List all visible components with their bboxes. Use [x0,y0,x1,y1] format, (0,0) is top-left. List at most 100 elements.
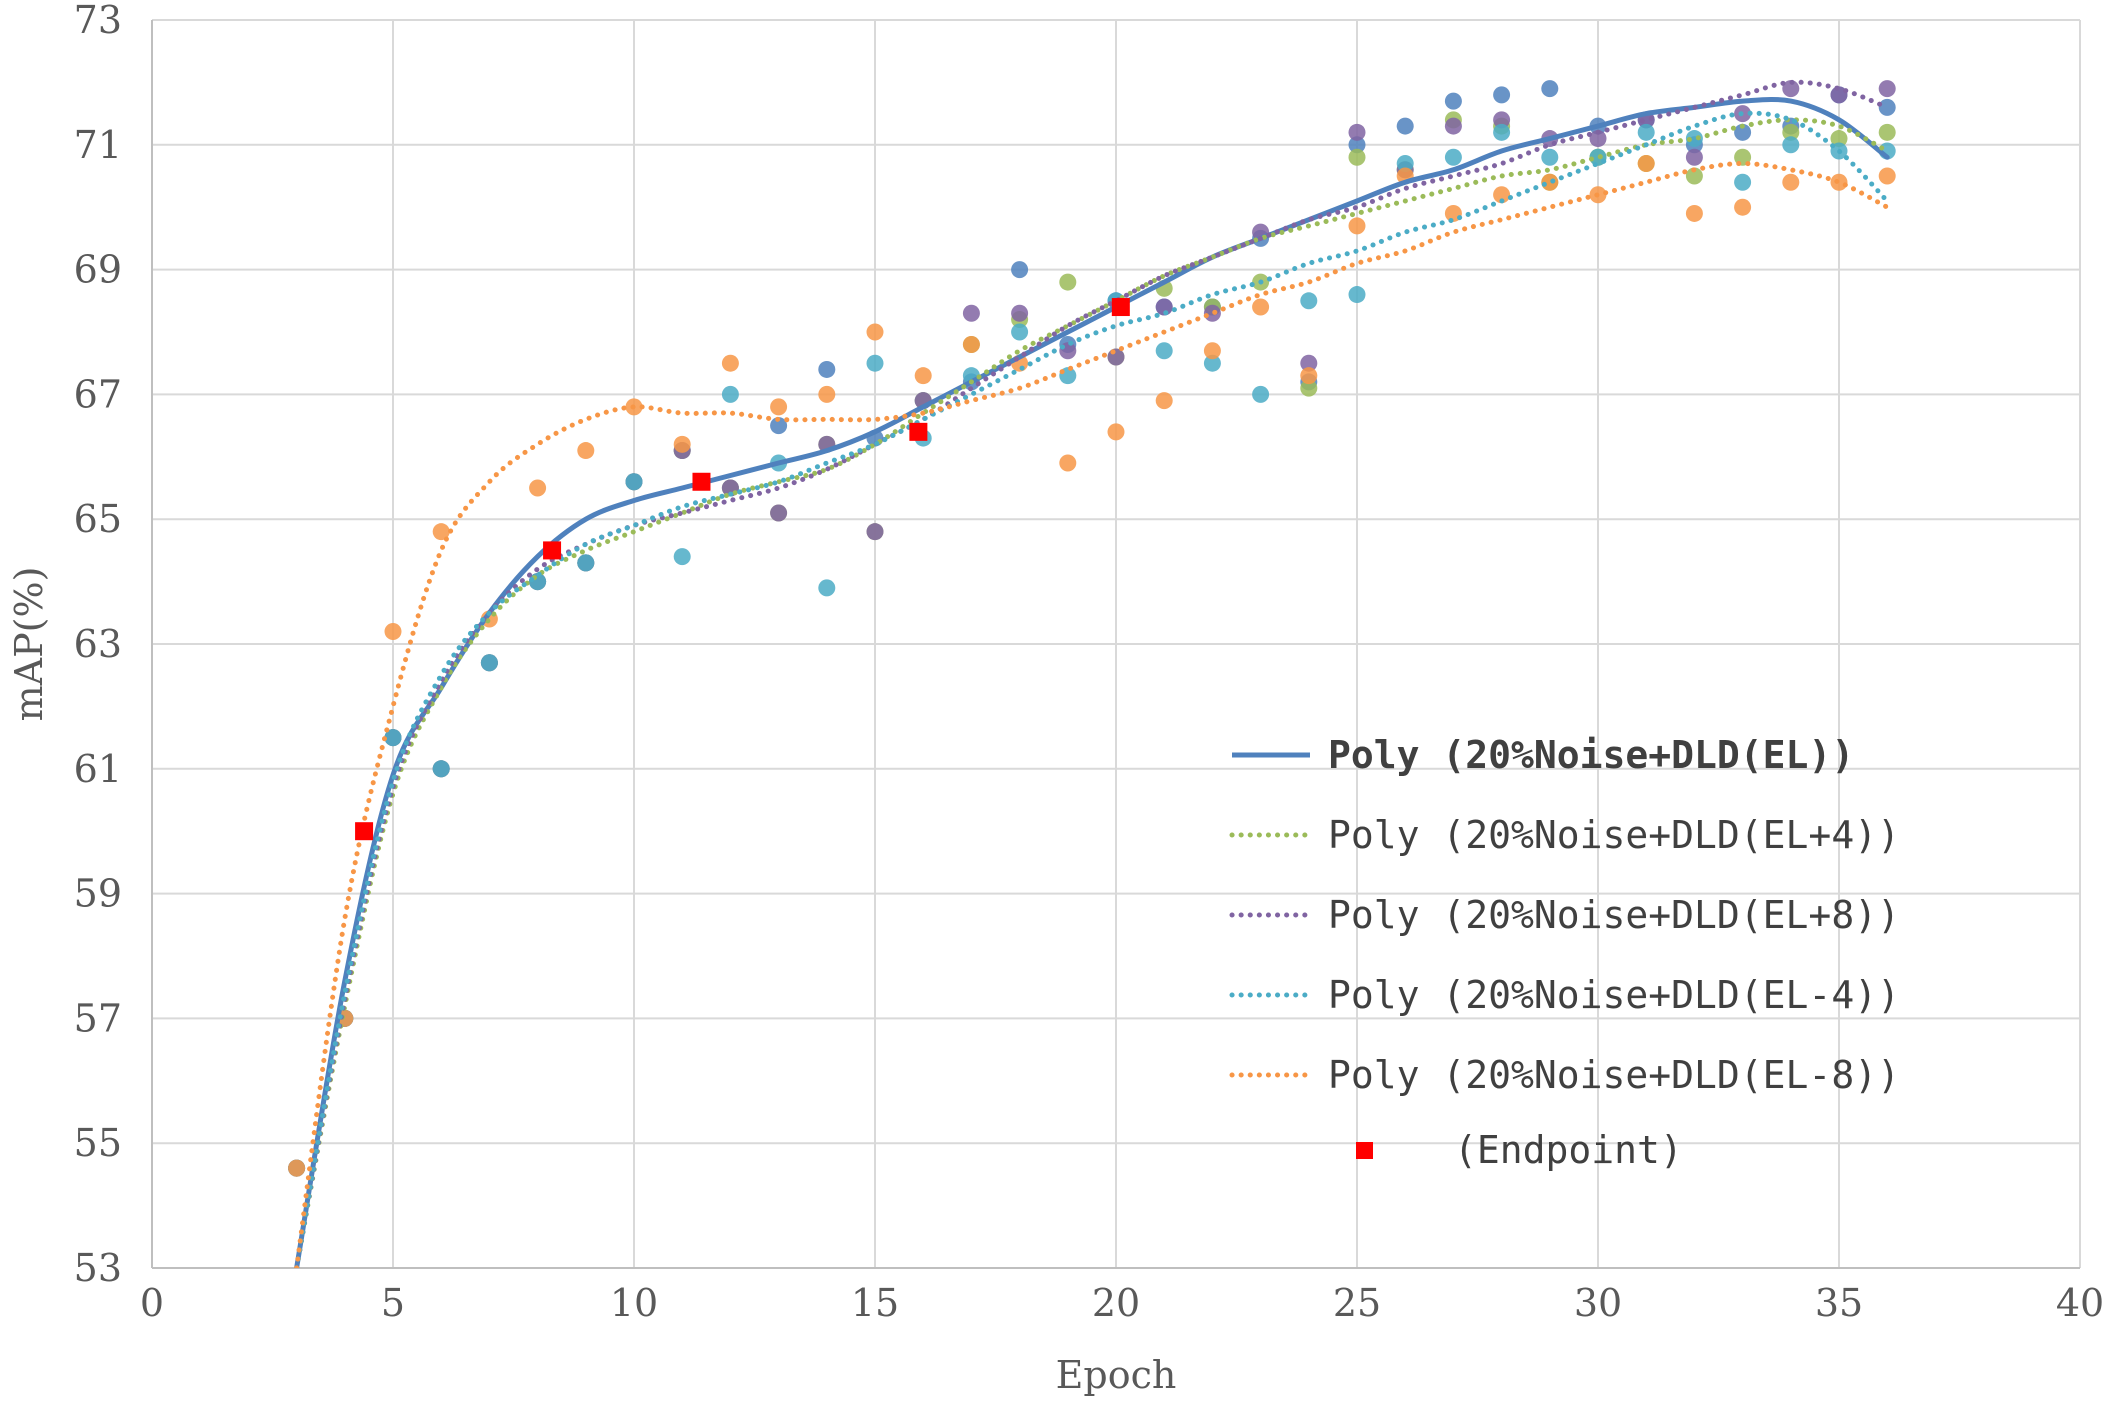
legend: Poly (20%Noise+DLD(EL)) Poly (20%Noise+DL… [1229,733,1900,1172]
data-point-poly-20-noise-dld-el-4 [1541,148,1559,166]
data-point-poly-20-noise-dld-el-8 [1589,130,1607,148]
data-point-poly-20-noise-dld-el-4 [1396,155,1414,173]
x-tick-label: 30 [1574,1281,1622,1325]
data-point-poly-20-noise-dld-el-8 [1348,123,1366,141]
x-tick-label: 10 [610,1281,658,1325]
data-point-poly-20-noise-dld-el-4 [1252,385,1270,403]
data-point-poly-20-noise-dld-el-8 [1782,80,1800,98]
legend-label: Poly (20%Noise+DLD(EL+4)) [1328,813,1900,857]
data-point-poly-20-noise-dld-el-4 [384,729,402,747]
x-axis-title: Epoch [1056,1353,1177,1397]
data-point-poly-20-noise-dld-el-4 [1830,130,1848,148]
trend-line-poly-20-noise-dld-el-4 [294,117,1890,1268]
data-point-poly-20-noise-dld-el-8 [1059,454,1077,472]
data-point-poly-20-noise-dld-el-4 [1685,130,1703,148]
y-tick-label: 63 [74,622,122,666]
legend-label: Poly (20%Noise+DLD(EL-8)) [1328,1053,1900,1097]
x-tick-label: 0 [140,1281,164,1325]
x-tick-label: 20 [1092,1281,1140,1325]
legend-label: Poly (20%Noise+DLD(EL)) [1328,733,1854,777]
data-point-poly-20-noise-dld-el-8 [1252,298,1270,316]
data-point-poly-20-noise-dld-el-8 [288,1159,306,1177]
data-point-poly-20-noise-dld-el-4 [1155,342,1173,360]
data-point-poly-20-noise-dld-el-8 [1637,155,1655,173]
data-point-poly-20-noise-dld-el-8 [529,479,547,497]
data-point-poly-20-noise-dld-el [818,360,836,378]
data-point-poly-20-noise-dld-el [1734,123,1752,141]
tick-labels: 53 55 57 59 61 63 65 67 69 71 73 0 5 10 15 20 25 30 35 40 [74,0,2105,1325]
data-point-poly-20-noise-dld-el [1493,86,1511,104]
data-point-poly-20-noise-dld-el [1396,117,1414,135]
x-tick-label: 40 [2056,1281,2104,1325]
data-point-poly-20-noise-dld-el-8 [962,335,980,353]
data-point-poly-20-noise-dld-el-4 [1203,354,1221,372]
x-tick-label: 5 [381,1281,405,1325]
data-point-poly-20-noise-dld-el-8 [1493,111,1511,129]
data-point-poly-20-noise-dld-el-8 [818,385,836,403]
data-point-poly-20-noise-dld-el-8 [673,435,691,453]
y-tick-label: 57 [74,996,122,1040]
data-point-poly-20-noise-dld-el-4 [1782,136,1800,154]
data-point-poly-20-noise-dld-el-8 [1734,198,1752,216]
endpoint-marker [543,541,562,560]
legend-label: (Endpoint) [1454,1128,1683,1172]
data-point-poly-20-noise-dld-el-4 [1782,123,1800,141]
trend-lines [294,79,1890,1268]
trend-line-poly-20-noise-dld-el-8 [294,160,1890,1268]
data-point-poly-20-noise-dld-el-4 [432,760,450,778]
data-point-poly-20-noise-dld-el-4 [480,654,498,672]
y-tick-label: 59 [74,872,122,916]
data-point-poly-20-noise-dld-el-8 [962,304,980,322]
data-point-poly-20-noise-dld-el-4 [866,354,884,372]
endpoint-markers [355,298,1130,841]
data-point-poly-20-noise-dld-el-8 [1685,204,1703,222]
y-tick-label: 73 [74,0,122,42]
data-point-poly-20-noise-dld-el-8 [1203,342,1221,360]
data-point-poly-20-noise-dld-el-4 [1734,173,1752,191]
data-point-poly-20-noise-dld-el-4 [1348,286,1366,304]
data-point-poly-20-noise-dld-el-4 [1637,123,1655,141]
data-point-poly-20-noise-dld-el [1541,80,1559,98]
data-point-poly-20-noise-dld-el-8 [384,623,402,641]
y-tick-label: 55 [74,1121,122,1165]
data-point-poly-20-noise-dld-el-4 [1878,123,1896,141]
legend-label: Poly (20%Noise+DLD(EL+8)) [1328,893,1900,937]
data-point-poly-20-noise-dld-el-4 [818,579,836,597]
data-point-poly-20-noise-dld-el-8 [914,367,932,385]
axes [151,20,2080,1269]
y-tick-label: 69 [74,248,122,292]
data-point-poly-20-noise-dld-el-8 [1155,298,1173,316]
x-tick-label: 15 [851,1281,899,1325]
data-point-poly-20-noise-dld-el-8 [1444,117,1462,135]
data-point-poly-20-noise-dld-el-8 [770,398,788,416]
data-point-poly-20-noise-dld-el-8 [1155,392,1173,410]
trend-line-poly-20-noise-dld-el-4 [294,110,1890,1268]
data-point-poly-20-noise-dld-el-8 [1203,304,1221,322]
data-point-poly-20-noise-dld-el-8 [1300,367,1318,385]
y-tick-label: 67 [74,372,122,416]
endpoint-marker [909,422,928,441]
endpoint-marker [355,822,374,841]
data-point-poly-20-noise-dld-el-4 [625,473,643,491]
data-point-poly-20-noise-dld-el-8 [1685,148,1703,166]
data-point-poly-20-noise-dld-el-8 [1300,354,1318,372]
y-axis-title: mAP(%) [7,567,51,722]
y-tick-label: 65 [74,497,122,541]
data-point-poly-20-noise-dld-el-4 [1493,123,1511,141]
y-tick-label: 71 [74,123,122,167]
data-point-poly-20-noise-dld-el-8 [1782,173,1800,191]
data-point-poly-20-noise-dld-el-8 [866,323,884,341]
data-point-poly-20-noise-dld-el-8 [432,523,450,541]
data-point-poly-20-noise-dld-el-8 [577,442,595,460]
data-point-poly-20-noise-dld-el-4 [721,385,739,403]
legend-label: Poly (20%Noise+DLD(EL-4)) [1328,973,1900,1017]
y-tick-label: 61 [74,747,122,791]
data-point-poly-20-noise-dld-el-4 [673,548,691,566]
x-tick-label: 35 [1815,1281,1863,1325]
data-point-poly-20-noise-dld-el-4 [1011,323,1029,341]
data-point-poly-20-noise-dld-el-8 [1107,423,1125,441]
data-point-poly-20-noise-dld-el-8 [1348,217,1366,235]
data-point-poly-20-noise-dld-el-4 [1444,148,1462,166]
data-point-poly-20-noise-dld-el-8 [1878,167,1896,185]
